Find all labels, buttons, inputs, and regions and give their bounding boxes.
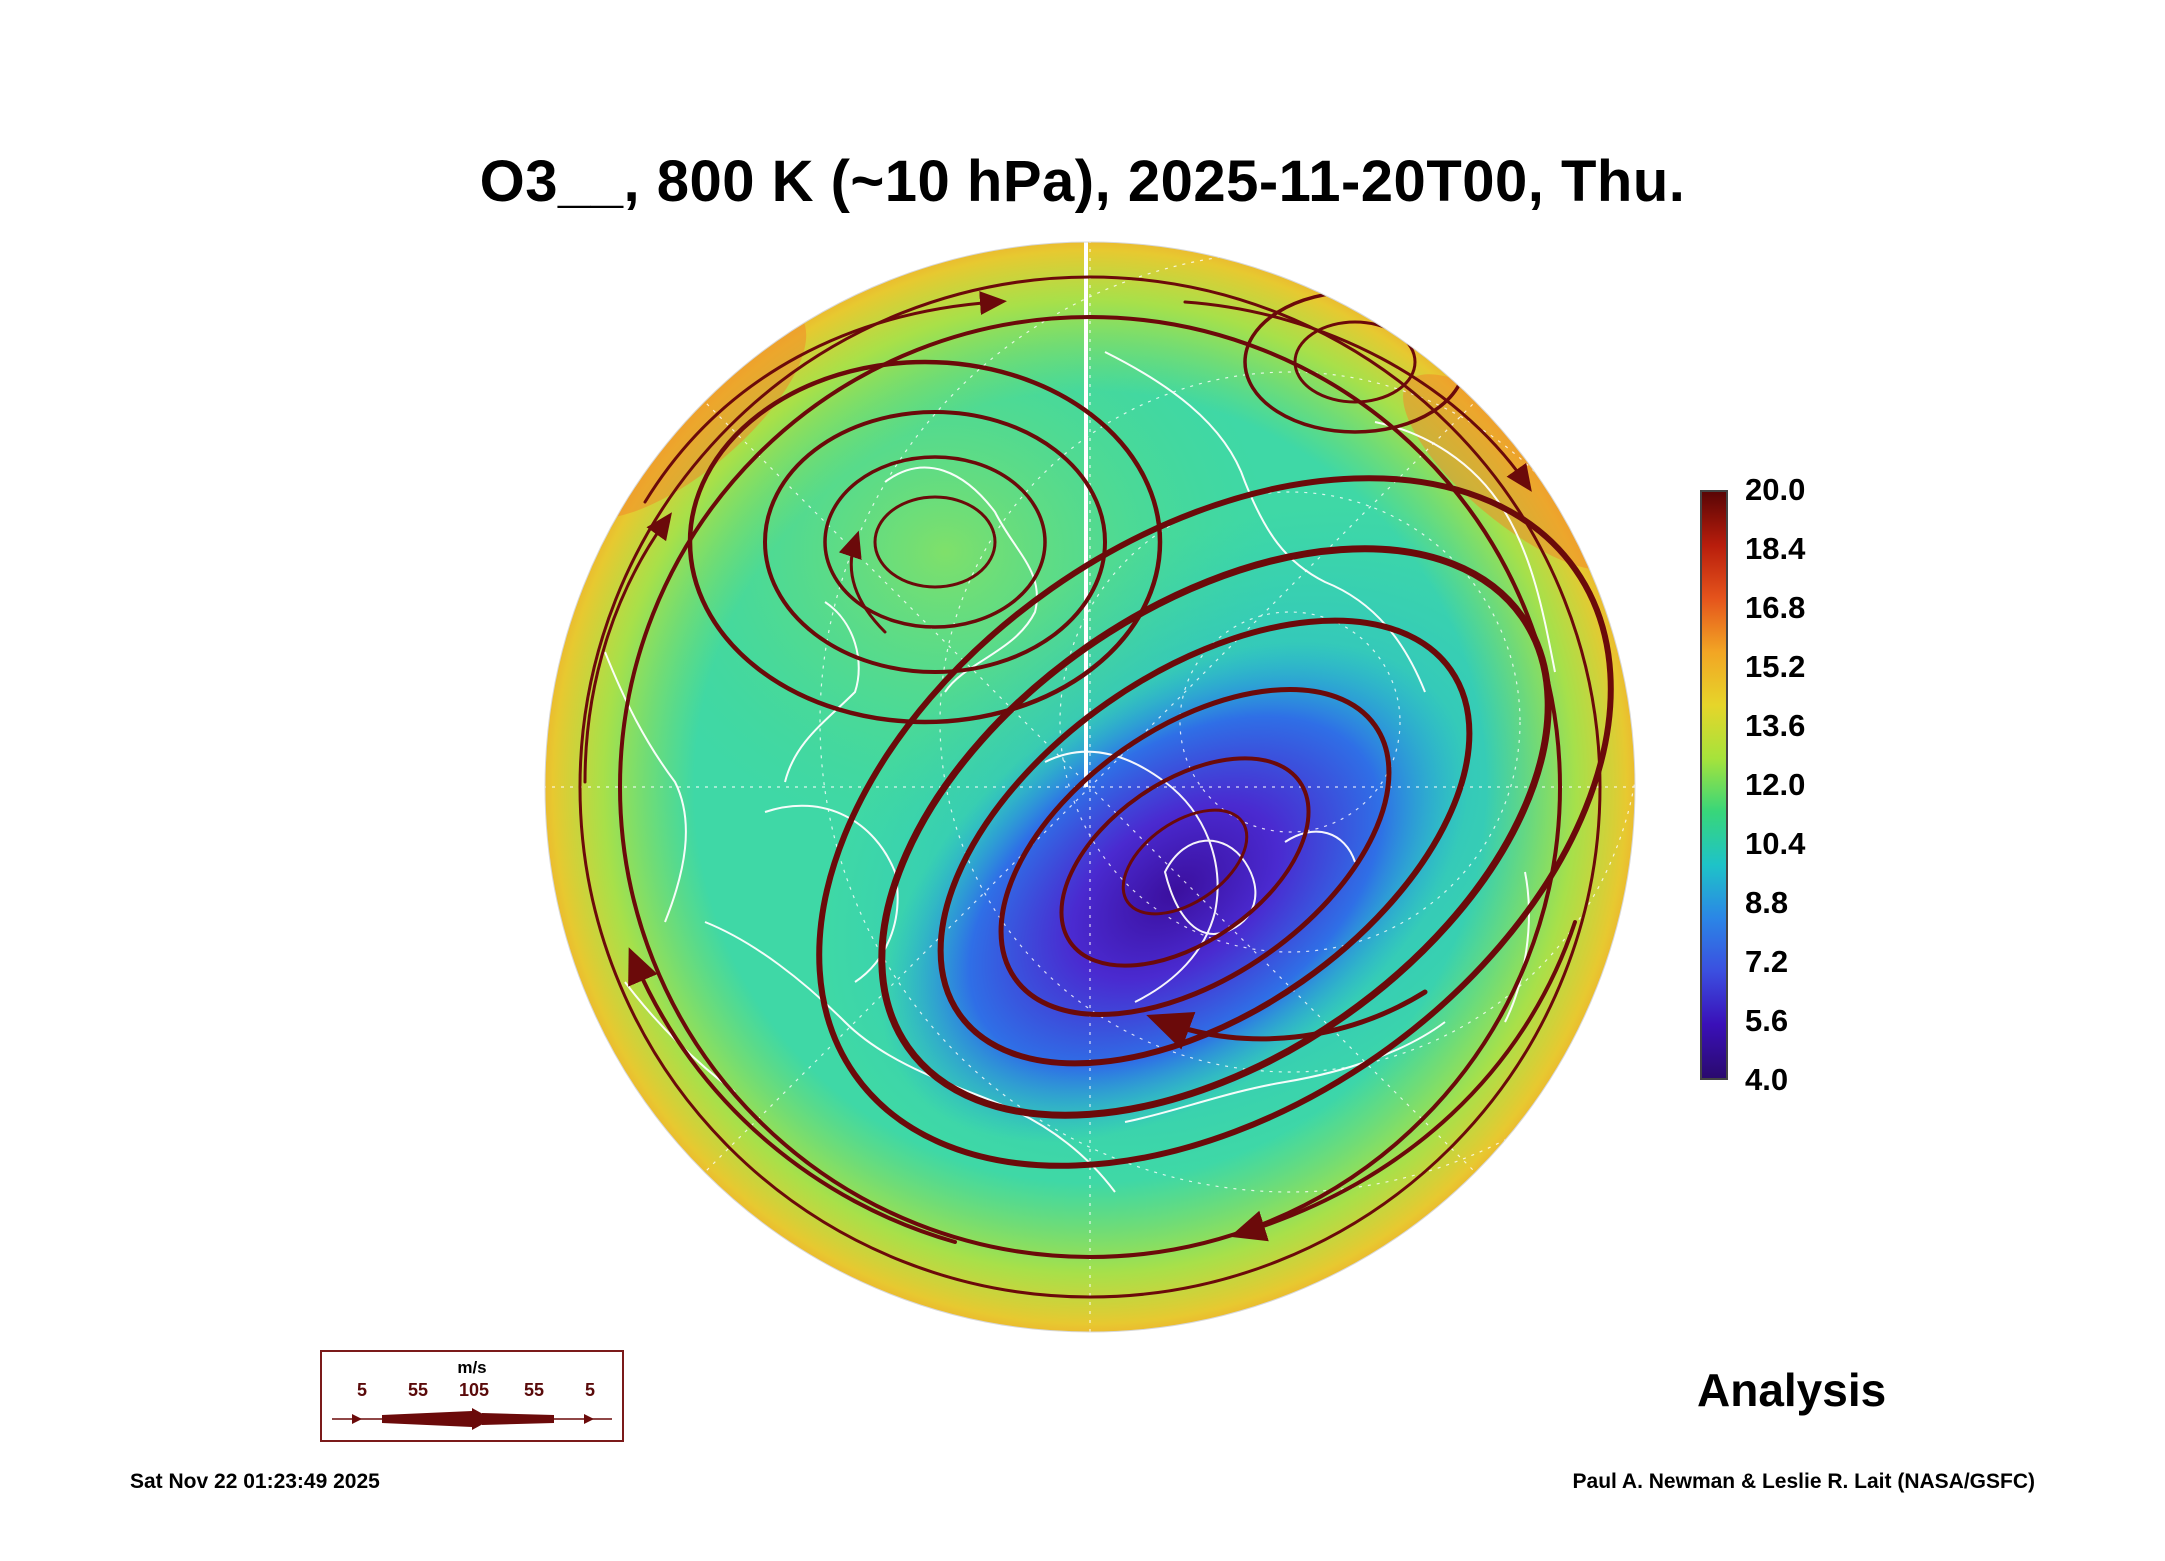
ozone-polar-plot [544,241,1636,1333]
wind-unit: m/s [457,1358,487,1377]
timestamp: Sat Nov 22 01:23:49 2025 [130,1470,380,1493]
colorbar-ticks: 20.0 18.4 16.8 15.2 13.6 12.0 10.4 8.8 7… [1745,472,1865,1097]
colorbar [1700,490,1728,1080]
wind-value: 55 [407,1380,429,1400]
colorbar-tick: 5.6 [1745,1003,1789,1038]
colorbar-tick: 20.0 [1745,472,1806,507]
credit: Paul A. Newman & Leslie R. Lait (NASA/GS… [1572,1470,2035,1493]
analysis-label: Analysis [1697,1364,1887,1416]
wind-value: 105 [458,1380,490,1400]
colorbar-tick: 8.8 [1745,885,1789,920]
wind-value: 5 [356,1380,368,1400]
map-title: O3__, 800 K (~10 hPa), 2025-11-20T00, Th… [479,149,1686,214]
wind-value: 55 [523,1380,545,1400]
colorbar-tick: 18.4 [1745,531,1806,566]
colorbar-tick: 10.4 [1745,826,1806,861]
polar-map [525,222,1655,1352]
wind-arrow-scale [332,1408,612,1430]
colorbar-tick: 4.0 [1745,1062,1789,1097]
colorbar-tick: 16.8 [1745,590,1806,625]
wind-speed-legend: m/s 5 55 105 55 5 [320,1350,624,1442]
wind-value: 5 [584,1380,596,1400]
colorbar-tick: 13.6 [1745,708,1806,743]
colorbar-tick: 7.2 [1745,944,1789,979]
colorbar-tick: 12.0 [1745,767,1806,802]
colorbar-tick: 15.2 [1745,649,1806,684]
